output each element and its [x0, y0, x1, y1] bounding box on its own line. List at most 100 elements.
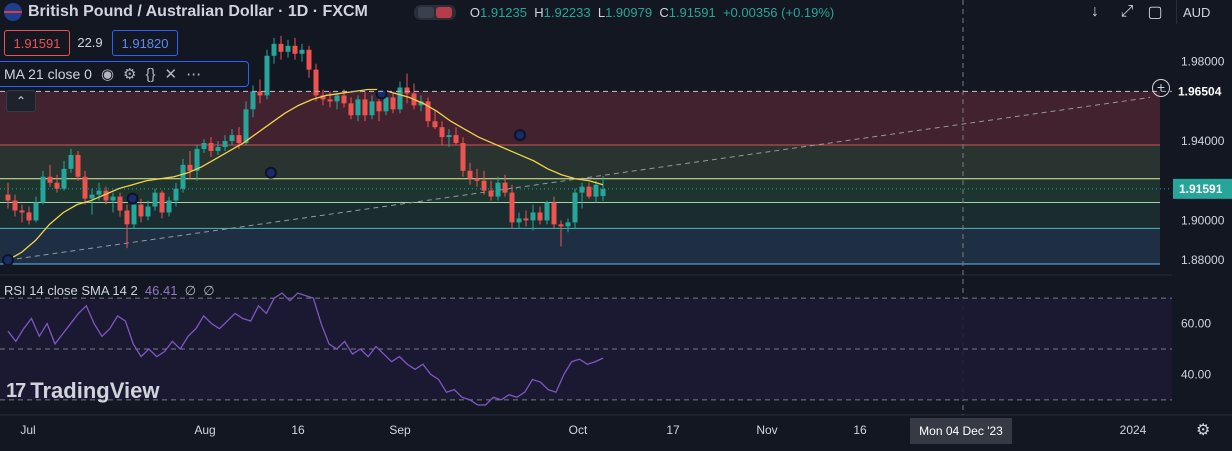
sell-price-button[interactable]: 1.91591	[4, 30, 70, 56]
ma-line[interactable]	[7, 88, 604, 261]
candle[interactable]	[26, 212, 32, 221]
candle[interactable]	[75, 154, 81, 177]
candle[interactable]	[432, 121, 438, 128]
candle[interactable]	[579, 186, 585, 193]
candle[interactable]	[82, 176, 88, 199]
candle[interactable]	[530, 212, 536, 221]
market-status-toggle[interactable]	[413, 4, 456, 20]
candle[interactable]	[460, 143, 466, 171]
ma-indicator-legend[interactable]: MA 21 close 0 ◉ ⚙ {} ✕ ⋯	[0, 61, 249, 87]
candle[interactable]	[488, 190, 494, 197]
close-icon[interactable]: ✕	[164, 66, 178, 83]
candle[interactable]	[446, 135, 452, 138]
candle[interactable]	[551, 202, 557, 225]
ma-cross-marker[interactable]	[126, 192, 139, 205]
tradingview-logo[interactable]: 17 TradingView	[6, 378, 159, 404]
candle[interactable]	[383, 97, 389, 112]
candle[interactable]	[215, 147, 221, 151]
candle[interactable]	[397, 87, 403, 110]
eye-icon[interactable]: ◉	[100, 66, 115, 83]
add-alert-plus-icon[interactable]: +	[1152, 79, 1170, 97]
candle[interactable]	[278, 43, 284, 52]
candle[interactable]	[320, 95, 326, 100]
rsi-legend[interactable]: RSI 14 close SMA 14 2 46.41 ∅ ∅	[4, 283, 215, 299]
rsi-line[interactable]	[7, 292, 604, 406]
candle[interactable]	[61, 168, 67, 189]
candle[interactable]	[369, 101, 375, 116]
candle[interactable]	[390, 97, 396, 110]
candle[interactable]	[355, 99, 361, 116]
candle[interactable]	[250, 91, 256, 110]
candle[interactable]	[47, 176, 53, 183]
candle[interactable]	[299, 49, 305, 54]
candle[interactable]	[229, 135, 235, 142]
candle[interactable]	[292, 45, 298, 54]
candle[interactable]	[257, 91, 263, 96]
candle[interactable]	[481, 180, 487, 191]
ma-cross-marker[interactable]	[513, 129, 526, 142]
candle[interactable]	[243, 109, 249, 144]
candle[interactable]	[348, 103, 354, 116]
candle[interactable]	[236, 135, 242, 144]
screenshot-button[interactable]: ▢	[1142, 0, 1168, 24]
candle[interactable]	[222, 141, 228, 148]
candle[interactable]	[558, 224, 564, 227]
collapse-legend-button[interactable]: ⌃	[6, 90, 36, 112]
buy-price-button[interactable]: 1.91820	[112, 30, 178, 56]
gear-icon[interactable]: ⚙	[123, 66, 137, 83]
candle[interactable]	[593, 184, 599, 197]
candle[interactable]	[5, 194, 11, 201]
candle[interactable]	[33, 202, 39, 221]
candle[interactable]	[173, 188, 179, 201]
fullscreen-button[interactable]: ⤢	[1114, 0, 1140, 24]
candle[interactable]	[306, 49, 312, 70]
candle[interactable]	[362, 99, 368, 116]
candle[interactable]	[313, 69, 319, 96]
candle[interactable]	[68, 154, 74, 169]
candle[interactable]	[404, 87, 410, 94]
candle[interactable]	[264, 55, 270, 96]
candle[interactable]	[103, 190, 109, 201]
candle[interactable]	[327, 99, 333, 102]
candle[interactable]	[509, 192, 515, 223]
candle[interactable]	[54, 182, 60, 189]
candle[interactable]	[474, 178, 480, 181]
candle[interactable]	[600, 188, 606, 197]
candle[interactable]	[40, 176, 46, 203]
ma-cross-marker[interactable]	[264, 166, 277, 179]
candle[interactable]	[425, 101, 431, 122]
candle[interactable]	[271, 43, 277, 56]
source-code-icon[interactable]: {}	[145, 65, 156, 83]
candle[interactable]	[334, 95, 340, 102]
candle[interactable]	[152, 192, 158, 207]
candle[interactable]	[208, 143, 214, 151]
candle[interactable]	[537, 212, 543, 221]
candle[interactable]	[194, 148, 200, 171]
more-icon[interactable]: ⋯	[186, 66, 202, 83]
candle[interactable]	[138, 204, 144, 217]
candle[interactable]	[495, 182, 501, 197]
candle[interactable]	[565, 222, 571, 227]
download-button[interactable]: ↓	[1082, 0, 1108, 24]
candle[interactable]	[96, 190, 102, 195]
candle[interactable]	[453, 135, 459, 144]
candle[interactable]	[516, 218, 522, 223]
candle[interactable]	[131, 204, 137, 225]
currency-selector[interactable]: AUD	[1176, 0, 1232, 24]
candle[interactable]	[523, 218, 529, 221]
candle[interactable]	[110, 196, 116, 201]
candle[interactable]	[187, 164, 193, 171]
candle[interactable]	[586, 186, 592, 197]
ma-cross-marker[interactable]	[2, 254, 14, 267]
candle[interactable]	[19, 210, 25, 213]
candle[interactable]	[145, 206, 151, 217]
ma-cross-marker[interactable]	[375, 87, 388, 100]
candle[interactable]	[467, 170, 473, 179]
candle[interactable]	[439, 127, 445, 138]
candle[interactable]	[12, 200, 18, 211]
candle[interactable]	[89, 194, 95, 199]
chart-settings-gear-icon[interactable]: ⚙	[1196, 422, 1211, 439]
candle[interactable]	[341, 95, 347, 104]
candle[interactable]	[117, 196, 123, 211]
